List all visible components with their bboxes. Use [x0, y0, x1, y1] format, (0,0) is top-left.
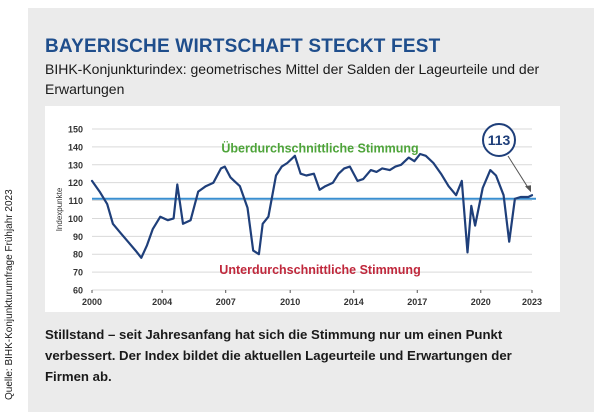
y-tick-label: 140: [68, 142, 83, 152]
callout-arrow-line: [507, 155, 530, 190]
x-tick-label: 2000: [82, 297, 102, 307]
chart-title: BAYERISCHE WIRTSCHAFT STECKT FEST: [45, 36, 441, 57]
below-average-label: Unterdurchschnittliche Stimmung: [219, 263, 420, 277]
line-chart: 60 70 80 90 100 110 120 130 140 150 2000 2004 2007 20…: [55, 123, 542, 308]
above-average-label: Überdurchschnittliche Stimmung: [221, 140, 418, 155]
x-tick-label: 2014: [344, 297, 364, 307]
y-tick-label: 70: [73, 268, 83, 278]
chart-area: 60 70 80 90 100 110 120 130 140 150 2000 2004 2007 20…: [45, 106, 560, 312]
x-tick-label: 2020: [471, 297, 491, 307]
series-layer: [90, 152, 534, 259]
y-axis-label: Indexpunkte: [55, 187, 64, 231]
callout-bubble: [482, 123, 516, 157]
annotation-layer: Überdurchschnittliche Stimmung Unterdurch…: [219, 123, 531, 277]
callout-value: 113: [488, 132, 511, 148]
y-tick-label: 150: [68, 125, 83, 135]
x-tick-label: 2017: [407, 297, 427, 307]
y-tick-label: 100: [68, 214, 83, 224]
axes: 60 70 80 90 100 110 120 130 140 150 2000 2004 2007 20…: [55, 125, 542, 308]
y-tick-label: 110: [68, 196, 83, 206]
index-series-line: [90, 152, 534, 259]
source-note: Quelle: BIHK-Konjunkturumfrage Frühjahr …: [4, 189, 15, 400]
chart-caption: Stillstand – seit Jahresanfang hat sich …: [45, 327, 512, 384]
y-tick-label: 120: [68, 178, 83, 188]
grid: [92, 128, 532, 291]
y-tick-label: 90: [73, 232, 83, 242]
y-tick-label: 80: [73, 250, 83, 260]
y-tick-label: 130: [68, 160, 83, 170]
y-tick-label: 60: [73, 286, 83, 296]
chart-subtitle: BIHK-Konjunkturindex: geometrisches Mitt…: [45, 61, 540, 97]
x-tick-label: 2007: [216, 297, 236, 307]
x-tick-label: 2023: [522, 297, 542, 307]
callout-arrowhead: [525, 185, 531, 193]
x-tick-label: 2004: [152, 297, 172, 307]
x-tick-label: 2010: [280, 297, 300, 307]
